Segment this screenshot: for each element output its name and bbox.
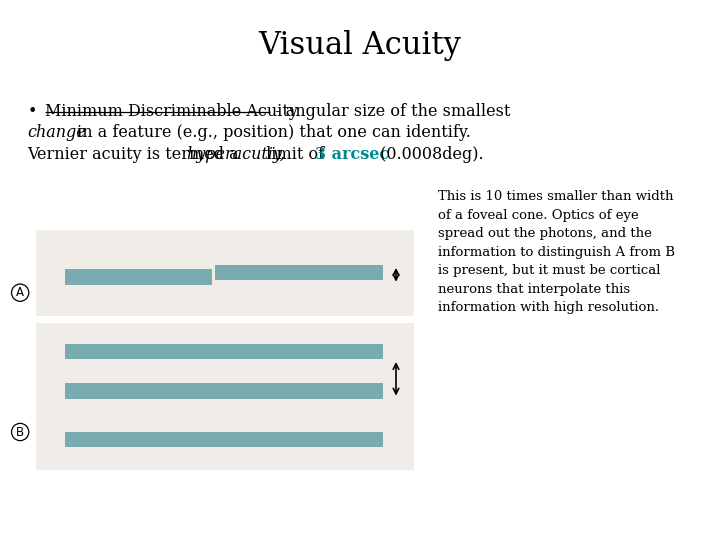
Bar [36, 323, 414, 470]
Bar [215, 265, 383, 280]
Bar [65, 269, 212, 285]
Text: B: B [16, 426, 24, 438]
Text: in a feature (e.g., position) that one can identify.: in a feature (e.g., position) that one c… [72, 124, 471, 141]
Bar [36, 230, 414, 316]
Text: Visual Acuity: Visual Acuity [258, 30, 462, 60]
Text: limit of: limit of [261, 146, 330, 163]
Text: Vernier acuity is termed a: Vernier acuity is termed a [27, 146, 244, 163]
Text: - angular size of the smallest: - angular size of the smallest [270, 103, 510, 119]
Bar [65, 383, 383, 399]
Text: change: change [27, 124, 86, 141]
Text: This is 10 times smaller than width
of a foveal cone. Optics of eye
spread out t: This is 10 times smaller than width of a… [438, 190, 675, 314]
Text: 3 arcsec: 3 arcsec [315, 146, 390, 163]
Text: hyperacutiy,: hyperacutiy, [186, 146, 284, 163]
Text: (0.0008deg).: (0.0008deg). [375, 146, 484, 163]
Text: A: A [16, 286, 24, 299]
Text: •: • [27, 103, 37, 119]
Bar [65, 344, 383, 359]
Bar [65, 432, 383, 447]
Text: Minimum Discriminable Acuity: Minimum Discriminable Acuity [45, 103, 298, 119]
